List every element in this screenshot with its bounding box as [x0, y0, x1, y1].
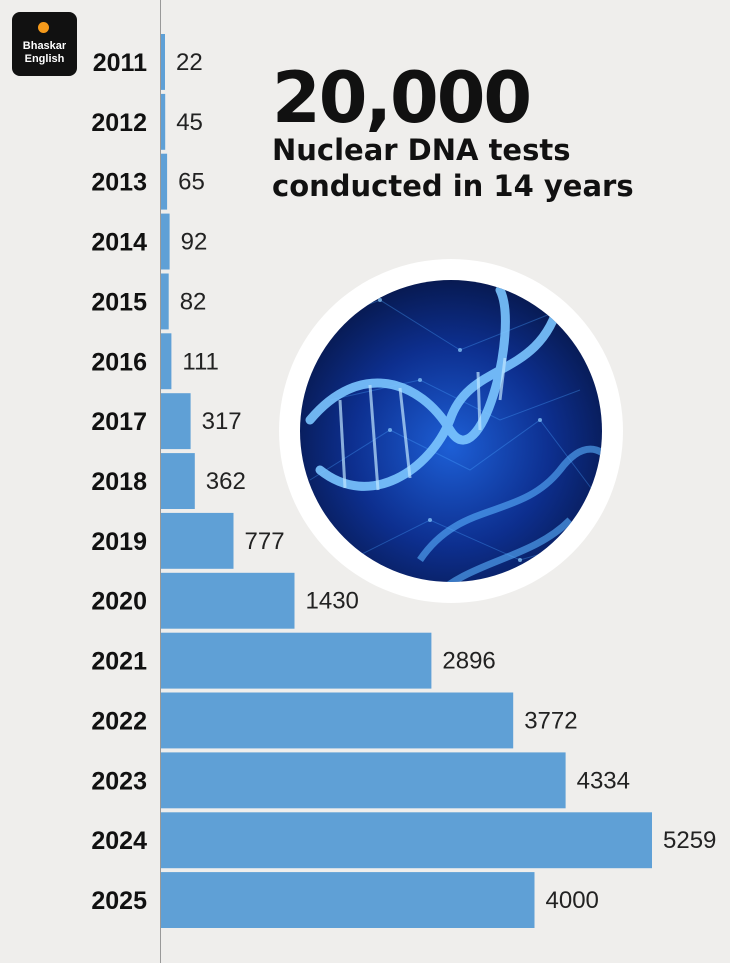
tick-label-2020: 2020 — [91, 588, 147, 616]
tick-label-2017: 2017 — [91, 408, 147, 436]
bar-2021 — [161, 632, 432, 689]
tick-label-2024: 2024 — [91, 827, 147, 855]
headline-subtitle-line1: Nuclear DNA tests — [272, 133, 571, 167]
brand-name-line2: English — [24, 53, 65, 65]
bar-2022 — [161, 692, 514, 749]
bar-2019 — [161, 512, 234, 569]
data-label-2021: 2896 — [442, 648, 495, 675]
data-label-2011: 22 — [176, 49, 203, 76]
brand-name-line1: Bhaskar — [22, 40, 67, 52]
bar-2015 — [161, 273, 169, 330]
bar-2024 — [161, 812, 652, 869]
tick-label-2018: 2018 — [91, 468, 147, 496]
bar-2012 — [161, 93, 166, 150]
bar-2018 — [161, 453, 195, 509]
data-label-2024: 5259 — [663, 827, 716, 854]
bar-2017 — [161, 393, 191, 450]
bar-2025 — [161, 872, 535, 928]
tick-label-2012: 2012 — [91, 109, 147, 137]
tick-label-2011: 2011 — [93, 49, 147, 77]
data-label-2023: 4334 — [577, 767, 630, 794]
data-label-2012: 45 — [176, 109, 203, 136]
tick-label-2016: 2016 — [91, 348, 147, 376]
tick-label-2014: 2014 — [91, 229, 147, 257]
sun-icon — [38, 22, 49, 33]
data-label-2020: 1430 — [306, 588, 359, 615]
bar-2020 — [161, 572, 295, 629]
brand-logo: Bhaskar English — [12, 12, 77, 76]
data-label-2018: 362 — [206, 468, 246, 495]
tick-label-2021: 2021 — [91, 648, 147, 676]
tick-label-2019: 2019 — [91, 528, 147, 556]
data-label-2014: 92 — [181, 229, 208, 256]
data-label-2025: 4000 — [546, 887, 599, 914]
bar-2011 — [161, 34, 165, 90]
bar-2016 — [161, 333, 172, 390]
headline-subtitle-line2: conducted in 14 years — [272, 169, 634, 203]
data-label-2022: 3772 — [524, 708, 577, 735]
tick-label-2013: 2013 — [91, 169, 147, 197]
data-label-2015: 82 — [180, 288, 207, 315]
tick-label-2022: 2022 — [91, 708, 147, 736]
data-label-2013: 65 — [178, 169, 205, 196]
data-label-2016: 111 — [182, 348, 218, 375]
dna-helix-icon — [279, 259, 623, 603]
data-label-2017: 317 — [202, 408, 242, 435]
bar-2014 — [161, 213, 170, 270]
tick-label-2025: 2025 — [91, 887, 147, 915]
bar-2023 — [161, 752, 566, 809]
tick-label-2023: 2023 — [91, 767, 147, 795]
data-label-2019: 777 — [245, 528, 285, 555]
headline-number: 20,000 — [272, 57, 532, 139]
bar-2013 — [161, 153, 168, 210]
tick-label-2015: 2015 — [91, 288, 147, 316]
